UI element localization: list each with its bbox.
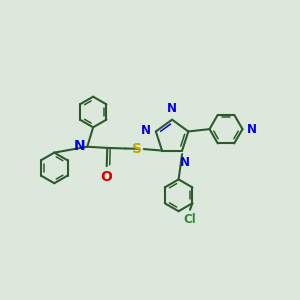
Text: N: N xyxy=(73,139,85,153)
Text: Cl: Cl xyxy=(183,213,196,226)
Text: N: N xyxy=(140,124,151,136)
Text: O: O xyxy=(100,170,112,184)
Text: N: N xyxy=(247,123,257,136)
Text: S: S xyxy=(132,142,142,155)
Text: N: N xyxy=(167,102,177,115)
Text: N: N xyxy=(180,156,190,169)
